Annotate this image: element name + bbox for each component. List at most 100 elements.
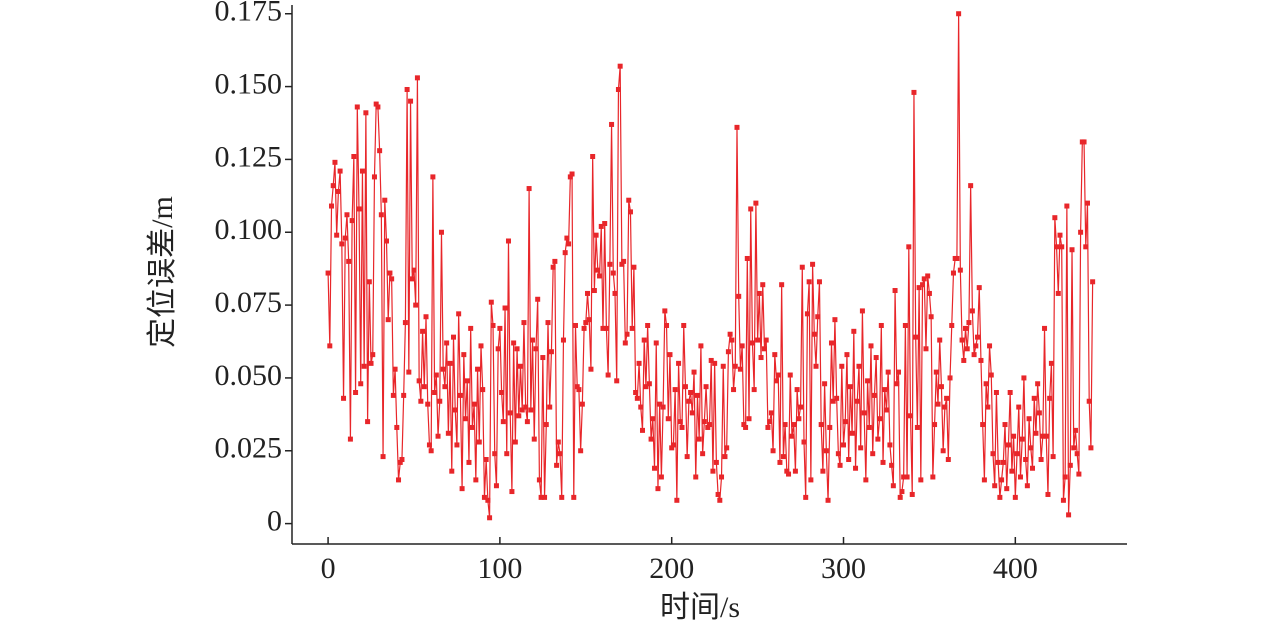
data-point xyxy=(383,238,389,244)
data-point xyxy=(772,352,778,358)
data-point xyxy=(560,337,566,343)
data-point xyxy=(947,375,953,381)
data-point xyxy=(1023,457,1029,463)
data-point xyxy=(389,276,395,282)
data-point xyxy=(552,258,558,264)
data-point xyxy=(935,401,941,407)
data-point xyxy=(892,288,898,294)
data-point xyxy=(707,422,712,428)
data-point xyxy=(414,75,420,81)
data-point xyxy=(842,419,848,425)
data-point xyxy=(981,477,987,483)
data-point xyxy=(1042,325,1048,331)
data-point xyxy=(497,325,503,331)
data-point xyxy=(806,279,812,285)
data-point xyxy=(911,89,917,95)
data-point xyxy=(346,258,352,264)
data-point xyxy=(572,322,578,328)
data-point xyxy=(481,494,487,500)
data-point xyxy=(725,349,731,355)
data-point xyxy=(657,401,663,407)
data-point xyxy=(1055,290,1061,296)
data-point xyxy=(457,392,463,398)
data-point xyxy=(660,404,666,410)
data-point xyxy=(667,352,673,358)
data-point xyxy=(717,497,723,503)
data-point xyxy=(505,238,511,244)
data-point xyxy=(760,282,766,288)
data-point xyxy=(968,183,974,189)
data-point xyxy=(925,273,931,279)
x-tick-label: 200 xyxy=(649,552,694,585)
data-point xyxy=(664,322,670,328)
data-point xyxy=(612,290,618,296)
data-point xyxy=(621,258,627,264)
data-point xyxy=(397,459,403,465)
data-point xyxy=(863,477,869,483)
data-point xyxy=(856,363,862,369)
data-point xyxy=(875,436,881,442)
data-point xyxy=(854,398,860,404)
data-point xyxy=(969,308,975,314)
data-point xyxy=(485,497,491,503)
data-point xyxy=(392,366,398,372)
data-point xyxy=(701,419,707,425)
data-point xyxy=(767,419,773,425)
data-point xyxy=(354,104,360,110)
data-point xyxy=(433,372,439,378)
data-point xyxy=(607,261,613,267)
data-point xyxy=(871,392,877,398)
data-point xyxy=(975,334,981,340)
data-point xyxy=(997,494,1003,500)
data-point xyxy=(366,279,372,285)
data-point xyxy=(507,410,513,416)
data-point xyxy=(901,474,907,480)
data-point xyxy=(966,320,972,326)
data-point xyxy=(949,322,955,328)
data-point xyxy=(550,264,556,270)
data-point xyxy=(811,331,817,337)
data-point xyxy=(1038,457,1044,463)
data-point xyxy=(1011,433,1017,439)
data-point xyxy=(624,331,630,337)
data-point xyxy=(825,497,831,503)
data-point xyxy=(430,174,436,180)
data-point xyxy=(913,334,919,340)
data-point xyxy=(432,389,438,395)
data-point xyxy=(791,422,797,428)
data-point xyxy=(736,293,742,299)
data-point xyxy=(574,384,580,390)
data-point xyxy=(1043,433,1049,439)
data-point xyxy=(751,387,757,393)
data-point xyxy=(339,241,345,247)
data-point xyxy=(792,468,798,474)
data-point xyxy=(332,159,338,165)
data-point xyxy=(851,328,857,334)
data-point xyxy=(567,174,573,180)
data-point xyxy=(827,424,833,430)
data-point xyxy=(636,360,642,366)
data-point xyxy=(978,357,984,363)
data-point xyxy=(1078,229,1084,235)
data-point xyxy=(363,110,369,116)
data-point xyxy=(480,387,486,393)
data-point xyxy=(585,290,591,296)
y-tick-label: 0.025 xyxy=(215,432,283,465)
data-point xyxy=(1033,430,1039,436)
data-point xyxy=(719,474,725,480)
data-point xyxy=(445,430,451,436)
data-point xyxy=(1090,279,1096,285)
data-point xyxy=(983,381,989,387)
data-point xyxy=(454,442,460,448)
data-point xyxy=(932,422,938,428)
data-point xyxy=(980,422,986,428)
data-point xyxy=(523,404,529,410)
data-point xyxy=(646,381,652,387)
data-point xyxy=(576,387,582,393)
data-point xyxy=(937,337,943,343)
data-point xyxy=(1076,471,1082,477)
data-point xyxy=(763,337,769,343)
data-point xyxy=(694,392,700,398)
data-point xyxy=(808,477,814,483)
data-point xyxy=(1060,497,1066,503)
